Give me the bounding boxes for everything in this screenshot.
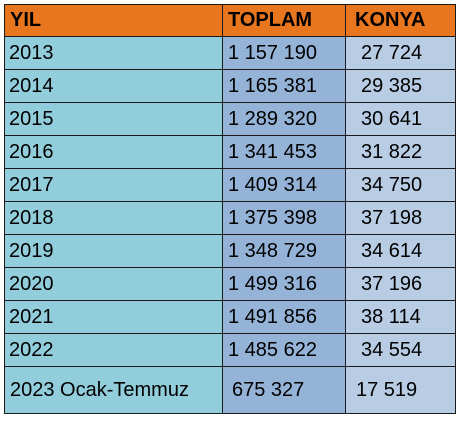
konya-cell: 27 724 <box>345 36 456 70</box>
total-cell: 1 485 622 <box>222 333 346 367</box>
table-row: 2018 1 375 398 37 198 <box>4 201 456 235</box>
header-konya: KONYA <box>345 4 456 37</box>
year-cell: 2018 <box>4 201 223 235</box>
total-cell: 1 348 729 <box>222 234 346 268</box>
konya-cell: 34 750 <box>345 168 456 202</box>
total-cell: 1 375 398 <box>222 201 346 235</box>
konya-cell: 31 822 <box>345 135 456 169</box>
konya-cell: 17 519 <box>345 366 456 414</box>
table-row: 2013 1 157 190 27 724 <box>4 36 456 70</box>
table-row: 2023 Ocak-Temmuz 675 327 17 519 <box>4 366 456 414</box>
year-cell: 2021 <box>4 300 223 334</box>
year-cell: 2016 <box>4 135 223 169</box>
table-row: 2015 1 289 320 30 641 <box>4 102 456 136</box>
table-container: YIL TOPLAM KONYA 2013 1 157 190 27 724 2… <box>4 4 456 414</box>
table-row: 2020 1 499 316 37 196 <box>4 267 456 301</box>
year-cell: 2015 <box>4 102 223 136</box>
table-row: 2016 1 341 453 31 822 <box>4 135 456 169</box>
total-cell: 1 289 320 <box>222 102 346 136</box>
year-cell: 2013 <box>4 36 223 70</box>
table-row: 2014 1 165 381 29 385 <box>4 69 456 103</box>
konya-cell: 30 641 <box>345 102 456 136</box>
year-cell: 2022 <box>4 333 223 367</box>
statistics-table: YIL TOPLAM KONYA 2013 1 157 190 27 724 2… <box>4 4 456 414</box>
table-row: 2019 1 348 729 34 614 <box>4 234 456 268</box>
year-cell: 2014 <box>4 69 223 103</box>
konya-cell: 37 198 <box>345 201 456 235</box>
total-cell: 1 165 381 <box>222 69 346 103</box>
header-year: YIL <box>4 4 223 37</box>
total-cell: 1 409 314 <box>222 168 346 202</box>
header-row: YIL TOPLAM KONYA <box>4 4 456 37</box>
konya-cell: 38 114 <box>345 300 456 334</box>
year-cell: 2019 <box>4 234 223 268</box>
year-cell: 2023 Ocak-Temmuz <box>4 366 223 414</box>
konya-cell: 34 554 <box>345 333 456 367</box>
table-row: 2021 1 491 856 38 114 <box>4 300 456 334</box>
year-cell: 2017 <box>4 168 223 202</box>
konya-cell: 29 385 <box>345 69 456 103</box>
konya-cell: 34 614 <box>345 234 456 268</box>
total-cell: 1 157 190 <box>222 36 346 70</box>
total-cell: 1 491 856 <box>222 300 346 334</box>
table-row: 2017 1 409 314 34 750 <box>4 168 456 202</box>
total-cell: 1 499 316 <box>222 267 346 301</box>
table-row: 2022 1 485 622 34 554 <box>4 333 456 367</box>
konya-cell: 37 196 <box>345 267 456 301</box>
total-cell: 675 327 <box>222 366 346 414</box>
header-total: TOPLAM <box>222 4 346 37</box>
total-cell: 1 341 453 <box>222 135 346 169</box>
year-cell: 2020 <box>4 267 223 301</box>
